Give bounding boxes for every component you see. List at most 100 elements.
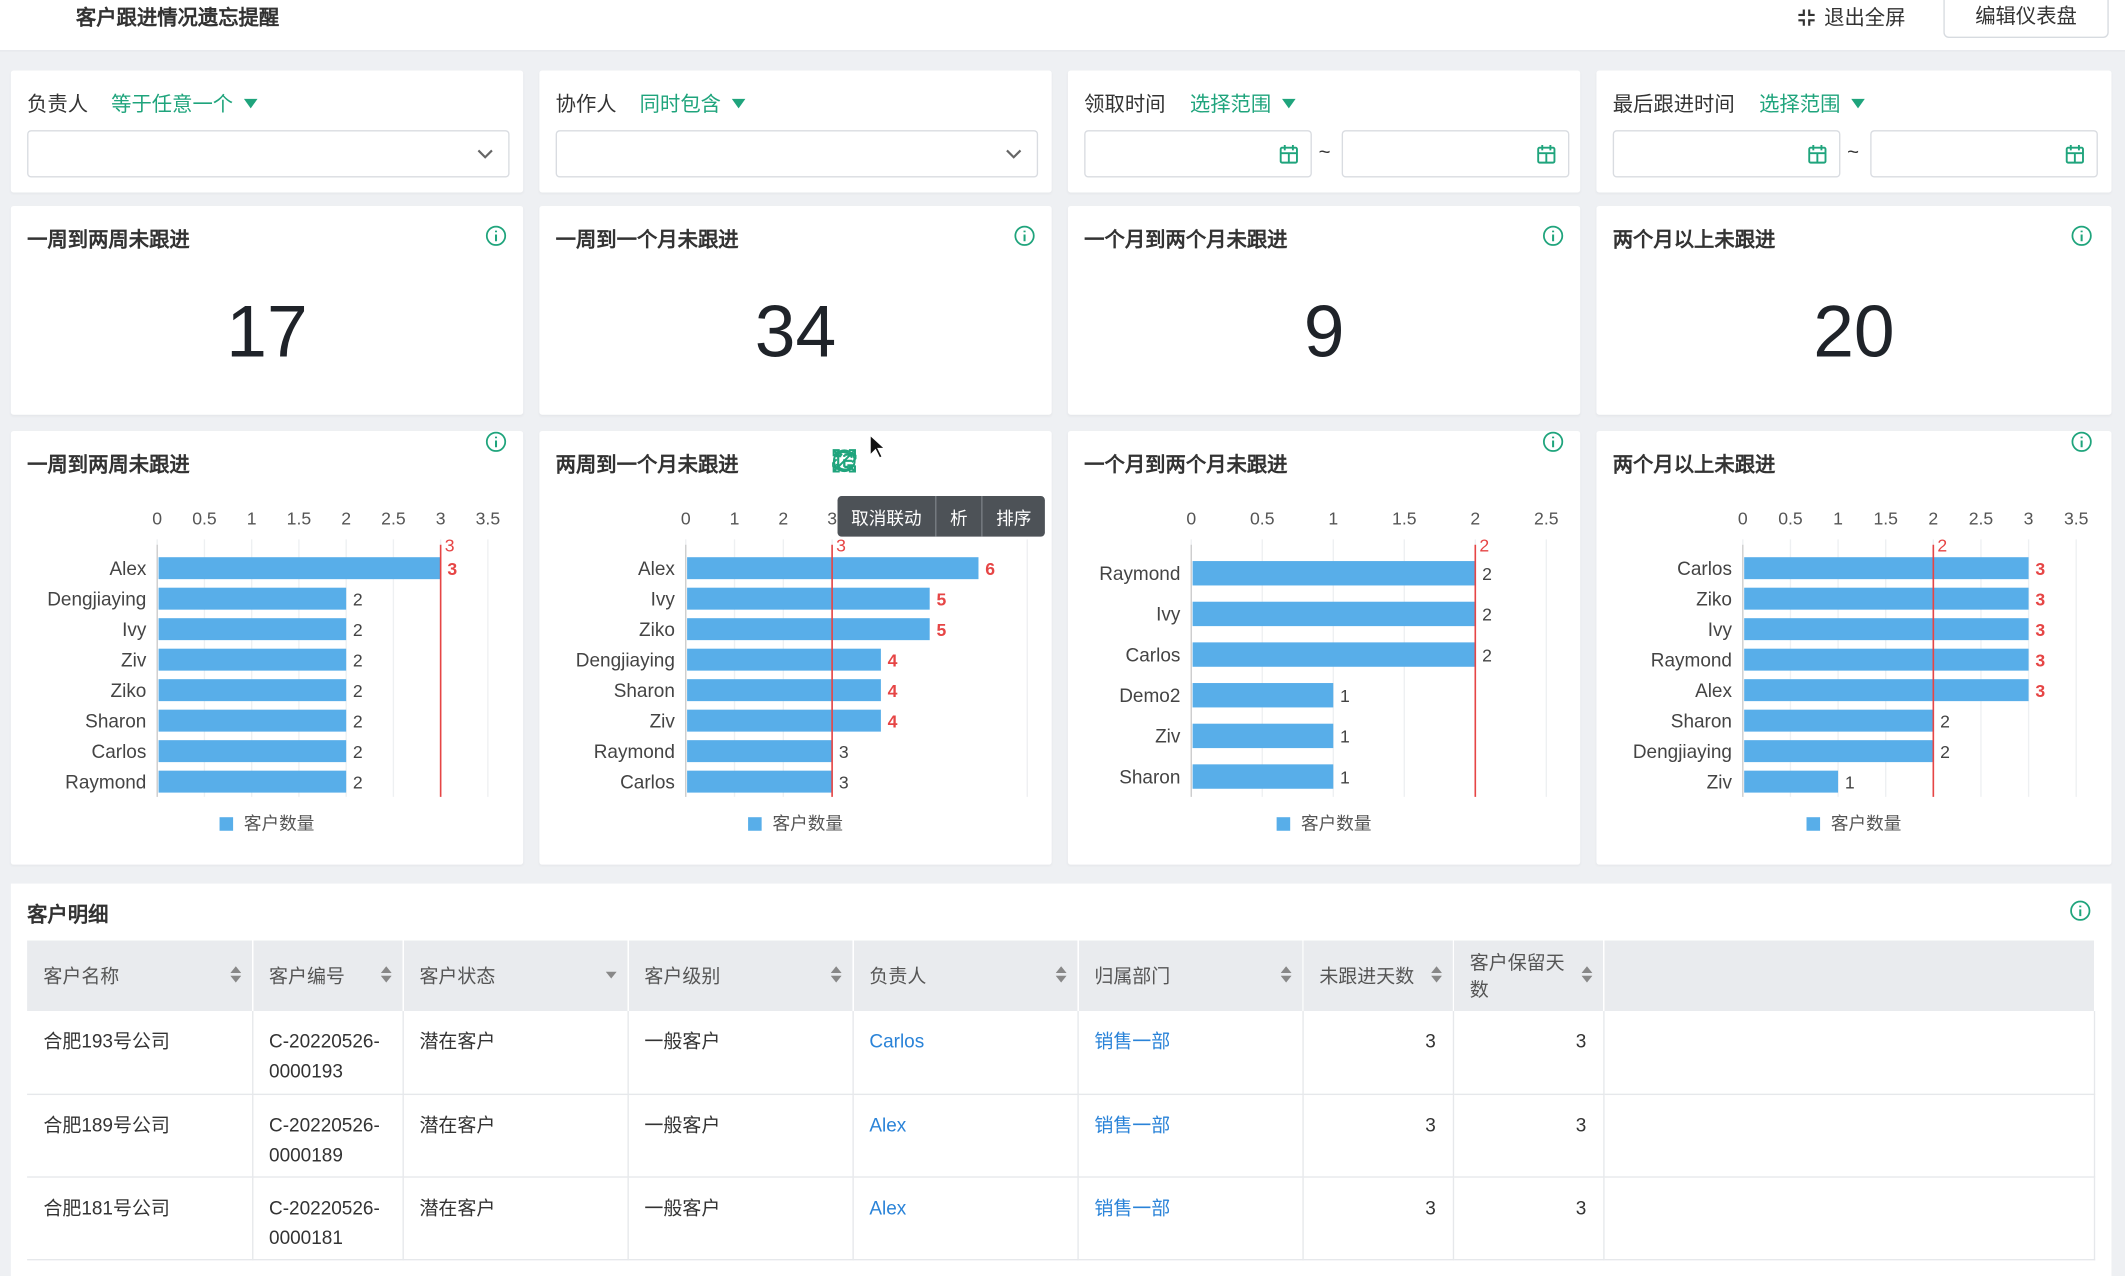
info-icon[interactable] <box>1014 225 1036 247</box>
column-header[interactable]: 客户级别 <box>627 940 854 1012</box>
column-header[interactable]: 未跟进天数 <box>1302 940 1454 1012</box>
data-label: 2 <box>1940 711 1950 731</box>
start-date-input[interactable] <box>1612 130 1841 178</box>
filter-caret-icon[interactable] <box>605 966 616 982</box>
chart-legend[interactable]: 客户数量 <box>11 809 523 835</box>
bar <box>1744 648 2029 671</box>
sort-icon[interactable] <box>1580 966 1592 983</box>
kpi-value: 17 <box>226 291 308 373</box>
column-header[interactable]: 客户保留天数 <box>1452 940 1604 1012</box>
bar <box>1192 723 1334 749</box>
chart-legend[interactable]: 客户数量 <box>539 809 1051 835</box>
x-tick-label: 1 <box>1833 508 1843 528</box>
bar <box>687 648 881 671</box>
sort-icon[interactable] <box>830 966 841 983</box>
kpi-title: 一个月到两个月未跟进 <box>1084 229 1288 253</box>
data-label: 3 <box>2035 681 2045 701</box>
y-category-label: Dengjiaying <box>47 589 146 610</box>
x-tick-label: 0.5 <box>192 508 217 528</box>
info-icon[interactable] <box>2071 431 2093 453</box>
x-tick-label: 3 <box>2024 508 2034 528</box>
collaborator-select[interactable] <box>555 130 1039 178</box>
fullscreen-icon[interactable] <box>832 449 856 473</box>
cell-status: 潜在客户 <box>402 1011 629 1095</box>
column-header[interactable]: 客户状态 <box>402 940 629 1012</box>
legend-swatch <box>1806 817 1821 831</box>
caret-down-icon <box>731 98 746 109</box>
cell-dept-link[interactable]: 销售一部 <box>1077 1176 1304 1260</box>
info-icon[interactable] <box>1542 225 1564 247</box>
cell-dept-link[interactable]: 销售一部 <box>1077 1011 1304 1095</box>
bar-chart: 01237Alex6Ivy5Ziko5Dengjiaying4Sharon4Zi… <box>576 508 1032 797</box>
exit-fullscreen-button[interactable]: 退出全屏 <box>1797 3 1905 31</box>
info-icon[interactable] <box>2071 225 2093 247</box>
column-header[interactable]: 客户编号 <box>252 940 404 1012</box>
info-icon[interactable] <box>485 225 507 247</box>
start-date-input[interactable] <box>1084 130 1312 178</box>
range-separator: ~ <box>1847 140 1860 164</box>
x-tick-label: 2 <box>1928 508 1938 528</box>
end-date-input[interactable] <box>1341 130 1570 178</box>
edit-dashboard-button[interactable]: 编辑仪表盘 <box>1943 0 2109 38</box>
sort-icon[interactable] <box>1430 966 1442 983</box>
filter-operator[interactable]: 等于任意一个 <box>111 89 258 117</box>
cell-owner-link[interactable]: Alex <box>852 1176 1079 1260</box>
filter-last-followup-time: 最后跟进时间 选择范围 ~ <box>1596 70 2112 193</box>
y-category-label: Raymond <box>594 742 675 763</box>
sort-icon[interactable] <box>380 966 391 983</box>
table-row[interactable]: 合肥189号公司 C-20220526-0000189 潜在客户 一般客户 Al… <box>27 1093 2096 1178</box>
data-label: 2 <box>353 620 363 640</box>
cell-keep: 3 <box>1452 1093 1604 1178</box>
exit-fullscreen-icon <box>1798 8 1815 26</box>
info-icon[interactable] <box>1542 431 1564 453</box>
column-header[interactable]: 客户名称 <box>27 940 253 1012</box>
table-row[interactable]: 合肥193号公司 C-20220526-0000193 潜在客户 一般客户 Ca… <box>27 1011 2096 1095</box>
sort-icon[interactable] <box>1280 966 1291 983</box>
reference-line-label: 2 <box>1479 536 1489 556</box>
filter-label: 最后跟进时间 <box>1612 93 1735 117</box>
cell-owner-link[interactable]: Carlos <box>852 1011 1079 1095</box>
info-icon[interactable] <box>2069 900 2091 922</box>
owner-select[interactable] <box>27 130 510 178</box>
chart-legend[interactable]: 客户数量 <box>1068 809 1580 835</box>
bar <box>687 770 833 793</box>
cell-filler <box>1603 1093 2096 1178</box>
bar <box>1192 683 1334 708</box>
data-label: 3 <box>2035 559 2045 579</box>
cell-dept-link[interactable]: 销售一部 <box>1077 1093 1304 1178</box>
filter-operator[interactable]: 选择范围 <box>1190 89 1296 117</box>
kpi-value: 20 <box>1813 291 1895 373</box>
chart-legend[interactable]: 客户数量 <box>1596 809 2111 835</box>
column-header[interactable]: 负责人 <box>852 940 1079 1012</box>
end-date-input[interactable] <box>1870 130 2098 178</box>
bar <box>687 587 930 610</box>
chevron-down-icon <box>1006 149 1022 159</box>
chart-title: 两个月以上未跟进 <box>1612 454 1776 478</box>
table-row[interactable]: 合肥181号公司 C-20220526-0000181 潜在客户 一般客户 Al… <box>27 1176 2096 1260</box>
y-category-label: Ivy <box>1708 620 1733 641</box>
data-label: 3 <box>2035 620 2045 640</box>
table-header-row: 客户名称 客户编号 客户状态 客户级别 负责人 归属部门 未跟进天数 客户保留天… <box>27 940 2096 1012</box>
x-tick-label: 0.5 <box>1250 508 1275 528</box>
y-category-label: Ziv <box>1155 727 1181 748</box>
info-icon[interactable] <box>485 431 507 453</box>
sort-icon[interactable] <box>1055 966 1066 983</box>
column-header[interactable]: 归属部门 <box>1077 940 1304 1012</box>
cell-owner-link[interactable]: Alex <box>852 1093 1079 1178</box>
refresh-icon[interactable] <box>832 449 856 473</box>
y-category-label: Ziko <box>111 681 147 702</box>
data-label: 2 <box>353 589 363 609</box>
y-category-label: Sharon <box>1119 767 1180 788</box>
data-label: 1 <box>1340 727 1350 747</box>
kpi-title: 一周到一个月未跟进 <box>555 229 739 253</box>
cell-name: 合肥189号公司 <box>27 1093 253 1178</box>
filter-operator[interactable]: 同时包含 <box>640 89 746 117</box>
data-label: 1 <box>1340 767 1350 787</box>
sort-icon[interactable] <box>229 966 241 983</box>
y-category-label: Ziv <box>121 650 147 671</box>
filter-operator[interactable]: 选择范围 <box>1759 89 1865 117</box>
bar <box>1744 740 1934 763</box>
y-category-label: Carlos <box>1677 559 1732 580</box>
cell-status: 潜在客户 <box>402 1093 629 1178</box>
data-label: 5 <box>936 589 946 609</box>
